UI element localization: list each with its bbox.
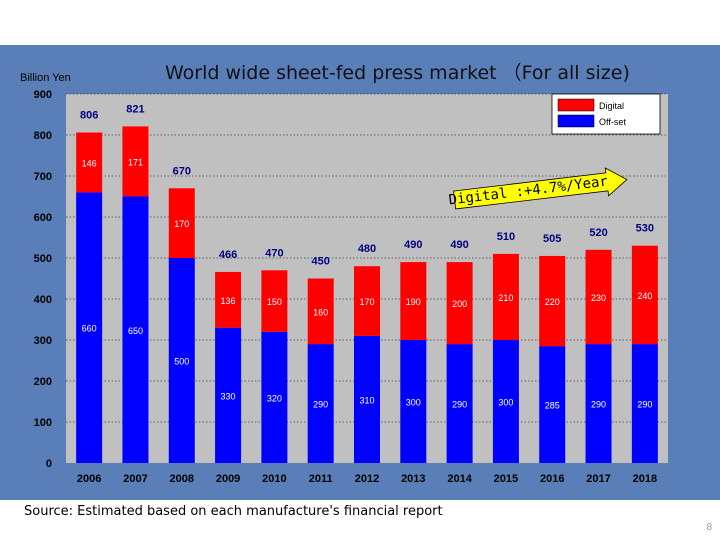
data-label-total: 806 bbox=[80, 110, 98, 122]
bar-offset bbox=[215, 327, 242, 463]
growth-arrow bbox=[453, 167, 628, 210]
data-label-offset: 285 bbox=[545, 401, 560, 411]
bar-offset bbox=[539, 346, 566, 463]
bar-offset bbox=[400, 340, 427, 463]
bar-digital bbox=[400, 262, 427, 340]
data-label-total: 670 bbox=[173, 165, 191, 177]
x-tick-label: 2018 bbox=[633, 473, 657, 485]
data-label-digital: 210 bbox=[498, 293, 513, 303]
data-label-offset: 290 bbox=[313, 400, 328, 410]
data-label-offset: 660 bbox=[82, 324, 97, 334]
data-label-total: 450 bbox=[312, 256, 330, 268]
data-label-offset: 290 bbox=[452, 400, 467, 410]
x-tick-label: 2012 bbox=[355, 473, 379, 485]
y-tick-label: 200 bbox=[34, 376, 52, 388]
chart-title: World wide sheet-fed press market （For a… bbox=[165, 62, 630, 84]
data-label-digital: 190 bbox=[406, 297, 421, 307]
y-tick-label: 300 bbox=[34, 335, 52, 347]
bar-offset bbox=[76, 192, 103, 463]
data-label-offset: 300 bbox=[498, 398, 513, 408]
y-tick-label: 600 bbox=[34, 212, 52, 224]
data-label-offset: 300 bbox=[406, 398, 421, 408]
legend-label-offset: Off-set bbox=[599, 117, 626, 127]
x-tick-label: 2013 bbox=[401, 473, 425, 485]
data-label-offset: 310 bbox=[359, 395, 374, 405]
data-label-digital: 200 bbox=[452, 299, 467, 309]
bar-offset bbox=[122, 196, 149, 463]
bar-offset bbox=[354, 335, 380, 463]
x-tick-label: 2007 bbox=[123, 473, 147, 485]
bar-digital bbox=[492, 253, 519, 340]
y-tick-label: 800 bbox=[34, 130, 52, 142]
bar-offset bbox=[307, 344, 334, 463]
x-tick-label: 2017 bbox=[586, 473, 610, 485]
data-label-digital: 150 bbox=[267, 297, 282, 307]
data-label-digital: 220 bbox=[545, 297, 560, 307]
bar-digital bbox=[354, 266, 380, 336]
data-label-total: 505 bbox=[543, 233, 561, 245]
bar-offset bbox=[585, 344, 612, 463]
data-label-offset: 650 bbox=[128, 326, 143, 336]
legend-swatch-digital bbox=[557, 98, 595, 112]
y-tick-label: 400 bbox=[34, 294, 52, 306]
x-tick-label: 2009 bbox=[216, 473, 240, 485]
data-label-digital: 230 bbox=[591, 293, 606, 303]
bar-offset bbox=[261, 331, 288, 463]
y-tick-label: 100 bbox=[34, 417, 52, 429]
bar-digital bbox=[539, 255, 566, 347]
bar-digital bbox=[631, 245, 658, 345]
legend-swatch-offset bbox=[557, 114, 595, 128]
x-tick-label: 2015 bbox=[494, 473, 518, 485]
y-tick-label: 0 bbox=[46, 458, 52, 470]
data-label-offset: 290 bbox=[591, 400, 606, 410]
y-axis-title: Billion Yen bbox=[20, 72, 71, 84]
bar-digital bbox=[168, 188, 195, 258]
data-label-offset: 500 bbox=[174, 357, 189, 367]
data-label-total: 490 bbox=[450, 239, 468, 251]
y-tick-label: 700 bbox=[34, 171, 52, 183]
data-label-total: 520 bbox=[589, 227, 607, 239]
x-tick-label: 2016 bbox=[540, 473, 564, 485]
bar-digital bbox=[122, 126, 149, 197]
data-label-digital: 146 bbox=[82, 158, 97, 168]
bar-digital bbox=[76, 132, 103, 193]
source-note: Source: Estimated based on each manufact… bbox=[24, 504, 443, 519]
bar-digital bbox=[215, 271, 242, 328]
bar-offset bbox=[168, 258, 195, 463]
data-label-total: 466 bbox=[219, 249, 237, 261]
data-label-digital: 170 bbox=[359, 297, 374, 307]
page-number: 8 bbox=[706, 522, 712, 533]
data-label-total: 821 bbox=[126, 103, 144, 115]
data-label-digital: 171 bbox=[128, 157, 143, 167]
data-label-digital: 136 bbox=[221, 296, 236, 306]
data-label-total: 480 bbox=[358, 243, 376, 255]
bar-offset bbox=[492, 340, 519, 463]
data-label-total: 510 bbox=[497, 231, 515, 243]
bar-digital bbox=[585, 249, 612, 345]
x-tick-label: 2011 bbox=[309, 473, 333, 485]
data-label-total: 490 bbox=[404, 239, 422, 251]
stacked-bar-chart: 0 100 200 300 400 500 600 700 800 900 Billion Yen W… bbox=[20, 62, 668, 485]
bar-offset bbox=[631, 344, 658, 463]
bar-digital bbox=[261, 270, 288, 332]
bar-digital bbox=[307, 278, 334, 345]
data-label-digital: 240 bbox=[637, 291, 652, 301]
y-tick-label: 500 bbox=[34, 253, 52, 265]
y-tick-label: 900 bbox=[34, 89, 52, 101]
data-label-digital: 170 bbox=[174, 219, 189, 229]
data-label-digital: 160 bbox=[313, 307, 328, 317]
bar-digital bbox=[446, 262, 473, 345]
data-label-offset: 320 bbox=[267, 393, 282, 403]
data-label-offset: 330 bbox=[221, 391, 236, 401]
bar-offset bbox=[446, 344, 473, 463]
data-label-offset: 290 bbox=[637, 400, 652, 410]
x-tick-label: 2008 bbox=[170, 473, 194, 485]
x-tick-label: 2010 bbox=[262, 473, 286, 485]
legend-label-digital: Digital bbox=[599, 101, 624, 111]
x-tick-label: 2014 bbox=[447, 473, 472, 485]
x-tick-label: 2006 bbox=[77, 473, 101, 485]
data-label-total: 530 bbox=[636, 223, 654, 235]
data-label-total: 470 bbox=[265, 247, 283, 259]
